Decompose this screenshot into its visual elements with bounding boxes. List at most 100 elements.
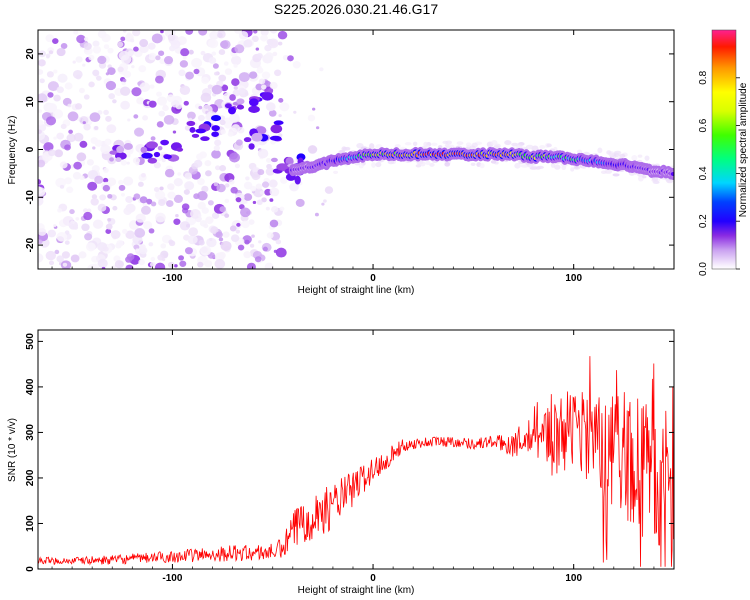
spectrogram-x-label: Height of straight line (km) xyxy=(298,285,415,296)
spectrogram-cell xyxy=(73,225,79,230)
spectrogram-cell xyxy=(179,60,189,68)
colorbar-gradient xyxy=(712,30,736,269)
spectrogram-cell xyxy=(479,162,485,169)
spectrogram-cell xyxy=(153,187,160,192)
spectrogram-cell xyxy=(235,197,242,203)
spectrogram-cell xyxy=(210,226,219,234)
spectrogram-cell xyxy=(90,137,99,144)
spectrogram-cell xyxy=(295,198,305,207)
spectrogram-cell xyxy=(275,247,287,258)
spectrogram-cell xyxy=(278,114,282,118)
spectrogram-cell xyxy=(82,63,86,67)
spectrogram-cell xyxy=(101,266,106,269)
spectrogram-cell xyxy=(412,141,418,146)
spectrogram-cell xyxy=(219,206,227,213)
spectrogram-cell xyxy=(126,253,135,261)
spectrogram-cell xyxy=(265,157,272,163)
spectrogram-cell xyxy=(570,167,575,172)
y-tick-label: 0 xyxy=(25,566,36,572)
colorbar-tick-label: 0.0 xyxy=(698,262,709,276)
spectrogram-cell xyxy=(107,47,114,54)
spectrogram-cell xyxy=(72,69,83,79)
spectrogram-cell xyxy=(241,220,250,229)
spectrogram-blob xyxy=(248,143,255,150)
spectrogram-cell xyxy=(219,119,226,126)
spectrogram-cell xyxy=(159,186,164,191)
snr-axes: -100 0 100 0 100 200 300 400 500 xyxy=(25,330,675,584)
spectrogram-cell xyxy=(237,126,245,134)
spectrogram-cell xyxy=(117,41,124,48)
spectrogram-cell xyxy=(52,38,59,45)
spectrogram-cell xyxy=(293,110,297,114)
y-tick-label: 10 xyxy=(25,96,36,108)
spectrogram-cell xyxy=(220,129,227,135)
spectrogram-cell xyxy=(261,181,270,188)
spectrogram-cell xyxy=(43,142,54,152)
spectrogram-cell xyxy=(371,162,376,168)
spectrogram-cell xyxy=(255,83,263,91)
spectrogram-cell xyxy=(238,31,249,40)
spectrogram-cell xyxy=(219,165,227,172)
spectrogram-cell xyxy=(78,251,87,259)
spectrogram-blob xyxy=(141,152,153,159)
spectrogram-cell xyxy=(264,188,272,196)
spectrogram-cell xyxy=(136,97,145,105)
colorbar-tick-label: 0.8 xyxy=(698,70,709,84)
spectrogram-cell xyxy=(83,211,93,221)
spectrogram-cell xyxy=(92,40,100,47)
spectrogram-cell xyxy=(612,173,620,177)
spectrogram-blob xyxy=(211,125,220,132)
spectrogram-cell xyxy=(157,146,163,151)
x-tick-label: 100 xyxy=(565,573,582,584)
spectrogram-blob xyxy=(191,133,200,138)
spectrogram-cell xyxy=(249,71,258,79)
spectrogram-cell xyxy=(175,103,183,110)
spectrogram-cell xyxy=(97,30,107,39)
spectrogram-blob xyxy=(270,124,283,134)
spectrogram-cell xyxy=(151,33,163,44)
spectrogram-cell xyxy=(46,71,54,78)
spectrogram-cell xyxy=(83,42,92,51)
spectrogram-cell xyxy=(264,262,274,269)
spectrogram-cell xyxy=(47,81,59,92)
spectrogram-cell xyxy=(256,53,263,59)
spectrogram-cell xyxy=(143,221,153,230)
spectrogram-cell xyxy=(60,42,68,49)
spectrogram-cell xyxy=(169,45,176,52)
snr-plot-area xyxy=(38,330,674,569)
spectrogram-cell xyxy=(102,184,110,192)
spectrogram-cell xyxy=(223,61,229,66)
spectrogram-cell xyxy=(207,84,213,89)
spectrogram-y-label: Frequency (Hz) xyxy=(7,116,18,185)
spectrogram-blob xyxy=(236,104,245,110)
spectrogram-cell xyxy=(273,249,278,253)
spectrogram-cell xyxy=(142,202,148,207)
spectrogram-cell xyxy=(243,39,253,48)
spectrogram-cell xyxy=(139,244,146,250)
spectrogram-cell xyxy=(96,75,102,81)
spectrogram-cell xyxy=(53,224,57,228)
spectrogram-cell xyxy=(105,115,112,122)
spectrogram-cell xyxy=(222,231,230,238)
spectrogram-cell xyxy=(631,155,638,161)
spectrogram-blob xyxy=(115,157,122,163)
spectrogram-cell xyxy=(224,183,230,188)
spectrogram-cell xyxy=(205,216,214,225)
spectrogram-cell xyxy=(358,163,364,169)
spectrogram-blob xyxy=(210,115,222,122)
spectrogram-cell xyxy=(265,206,270,211)
spectrogram-cell xyxy=(211,51,217,56)
spectrogram-cell xyxy=(76,34,86,44)
colorbar-frame xyxy=(711,29,737,270)
spectrogram-cell xyxy=(119,86,131,96)
spectrogram-cell xyxy=(504,140,512,146)
spectrogram-cell xyxy=(218,74,227,82)
spectrogram-cell xyxy=(262,246,268,252)
spectrogram-cell xyxy=(48,260,55,266)
spectrogram-cell xyxy=(191,57,203,68)
spectrogram-cell xyxy=(442,140,449,145)
spectrogram-cell xyxy=(444,162,451,167)
spectrogram-cell xyxy=(415,164,422,168)
spectrogram-cell xyxy=(187,111,196,120)
